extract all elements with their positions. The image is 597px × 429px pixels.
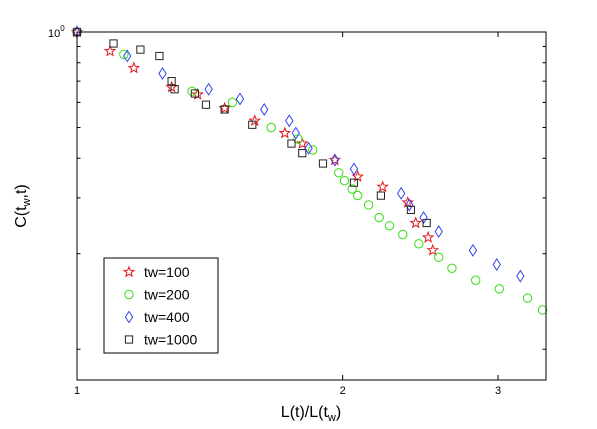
series-tw=1000 [72,27,431,228]
x-tick-label: 1 [74,385,80,397]
data-point [426,243,440,256]
legend-marker [124,335,134,344]
data-point [308,145,318,155]
legend-marker [124,310,134,324]
data-point [419,211,428,225]
data-point [318,159,328,168]
data-point [190,89,199,98]
legend-items: tw=100 tw=200 tw=400 tw=1000 [122,264,198,348]
data-point [405,198,414,212]
x-axis-label: L(t)/L(tw) [281,404,341,424]
data-point [155,51,164,61]
legend-label: tw=400 [144,309,190,325]
plot-area [76,31,547,381]
x-axis-label-sub: w [327,412,336,424]
data-point [363,200,374,210]
data-point [334,168,344,178]
data-point [376,191,386,200]
data-point [516,269,525,283]
data-point [295,136,309,149]
data-point [401,195,414,208]
data-point [291,126,301,140]
data-point [376,180,389,193]
data-point [421,230,435,243]
data-point [352,190,363,201]
y-tick-base: 10 [48,28,60,40]
data-point [201,100,211,109]
data-point [119,49,129,60]
series-tw=400 [72,25,525,283]
data-point [492,257,501,272]
data-point [109,39,118,48]
data-marks [70,25,548,315]
data-point [384,221,395,231]
data-point [136,45,145,54]
data-point [248,114,262,127]
legend-label: tw=200 [144,287,190,303]
data-point [468,243,478,257]
data-point [167,77,176,86]
data-point [396,186,406,200]
data-point [248,120,257,129]
data-point [204,82,213,96]
data-point [537,305,548,315]
data-point [304,141,313,155]
data-point [347,184,357,194]
y-axis-label-sub: w [21,198,33,207]
data-point [328,153,342,166]
y-axis-label-main: C(t [13,206,30,228]
legend-box [103,257,219,354]
data-point [414,239,424,249]
data-point [374,212,384,223]
data-point [103,44,117,57]
x-axis-label-tail: ) [336,404,341,421]
data-point [287,139,296,148]
data-point [170,85,179,94]
data-point [285,114,294,128]
y-axis-label-tail: ,t) [13,184,30,198]
data-point [447,263,457,273]
data-point [158,66,167,81]
data-point [494,284,505,294]
data-point [349,162,359,176]
legend-marker [124,289,134,300]
data-point [434,252,444,262]
data-point [422,218,431,228]
data-point [330,153,340,167]
data-point [522,293,533,303]
data-point [260,102,269,116]
data-point [266,122,276,133]
data-point [470,275,481,285]
data-point [298,149,307,158]
legend: tw=100 tw=200 tw=400 tw=1000 [103,257,219,354]
x-axis-label-main: L(t)/L(t [281,404,329,421]
legend-marker [122,265,136,278]
y-tick-label-top: 100 [48,24,65,40]
y-tick-exponent: 0 [60,24,65,33]
data-point [187,86,197,97]
data-point [434,225,443,239]
data-point [339,175,350,186]
data-point [278,126,292,139]
data-point [220,105,229,114]
data-point [409,216,422,229]
y-axis-label: C(tw,t) [13,184,33,228]
legend-label: tw=100 [144,264,190,280]
data-point [398,229,408,240]
data-point [349,178,359,187]
data-point [123,49,132,63]
x-tick-label: 2 [340,385,346,397]
data-point [127,61,141,74]
legend-label: tw=1000 [144,332,198,348]
axis-ticks: 1 2 3 [74,31,546,397]
data-point [235,92,245,106]
x-tick-label: 3 [495,385,501,397]
data-point [227,97,238,108]
data-point [406,205,416,214]
